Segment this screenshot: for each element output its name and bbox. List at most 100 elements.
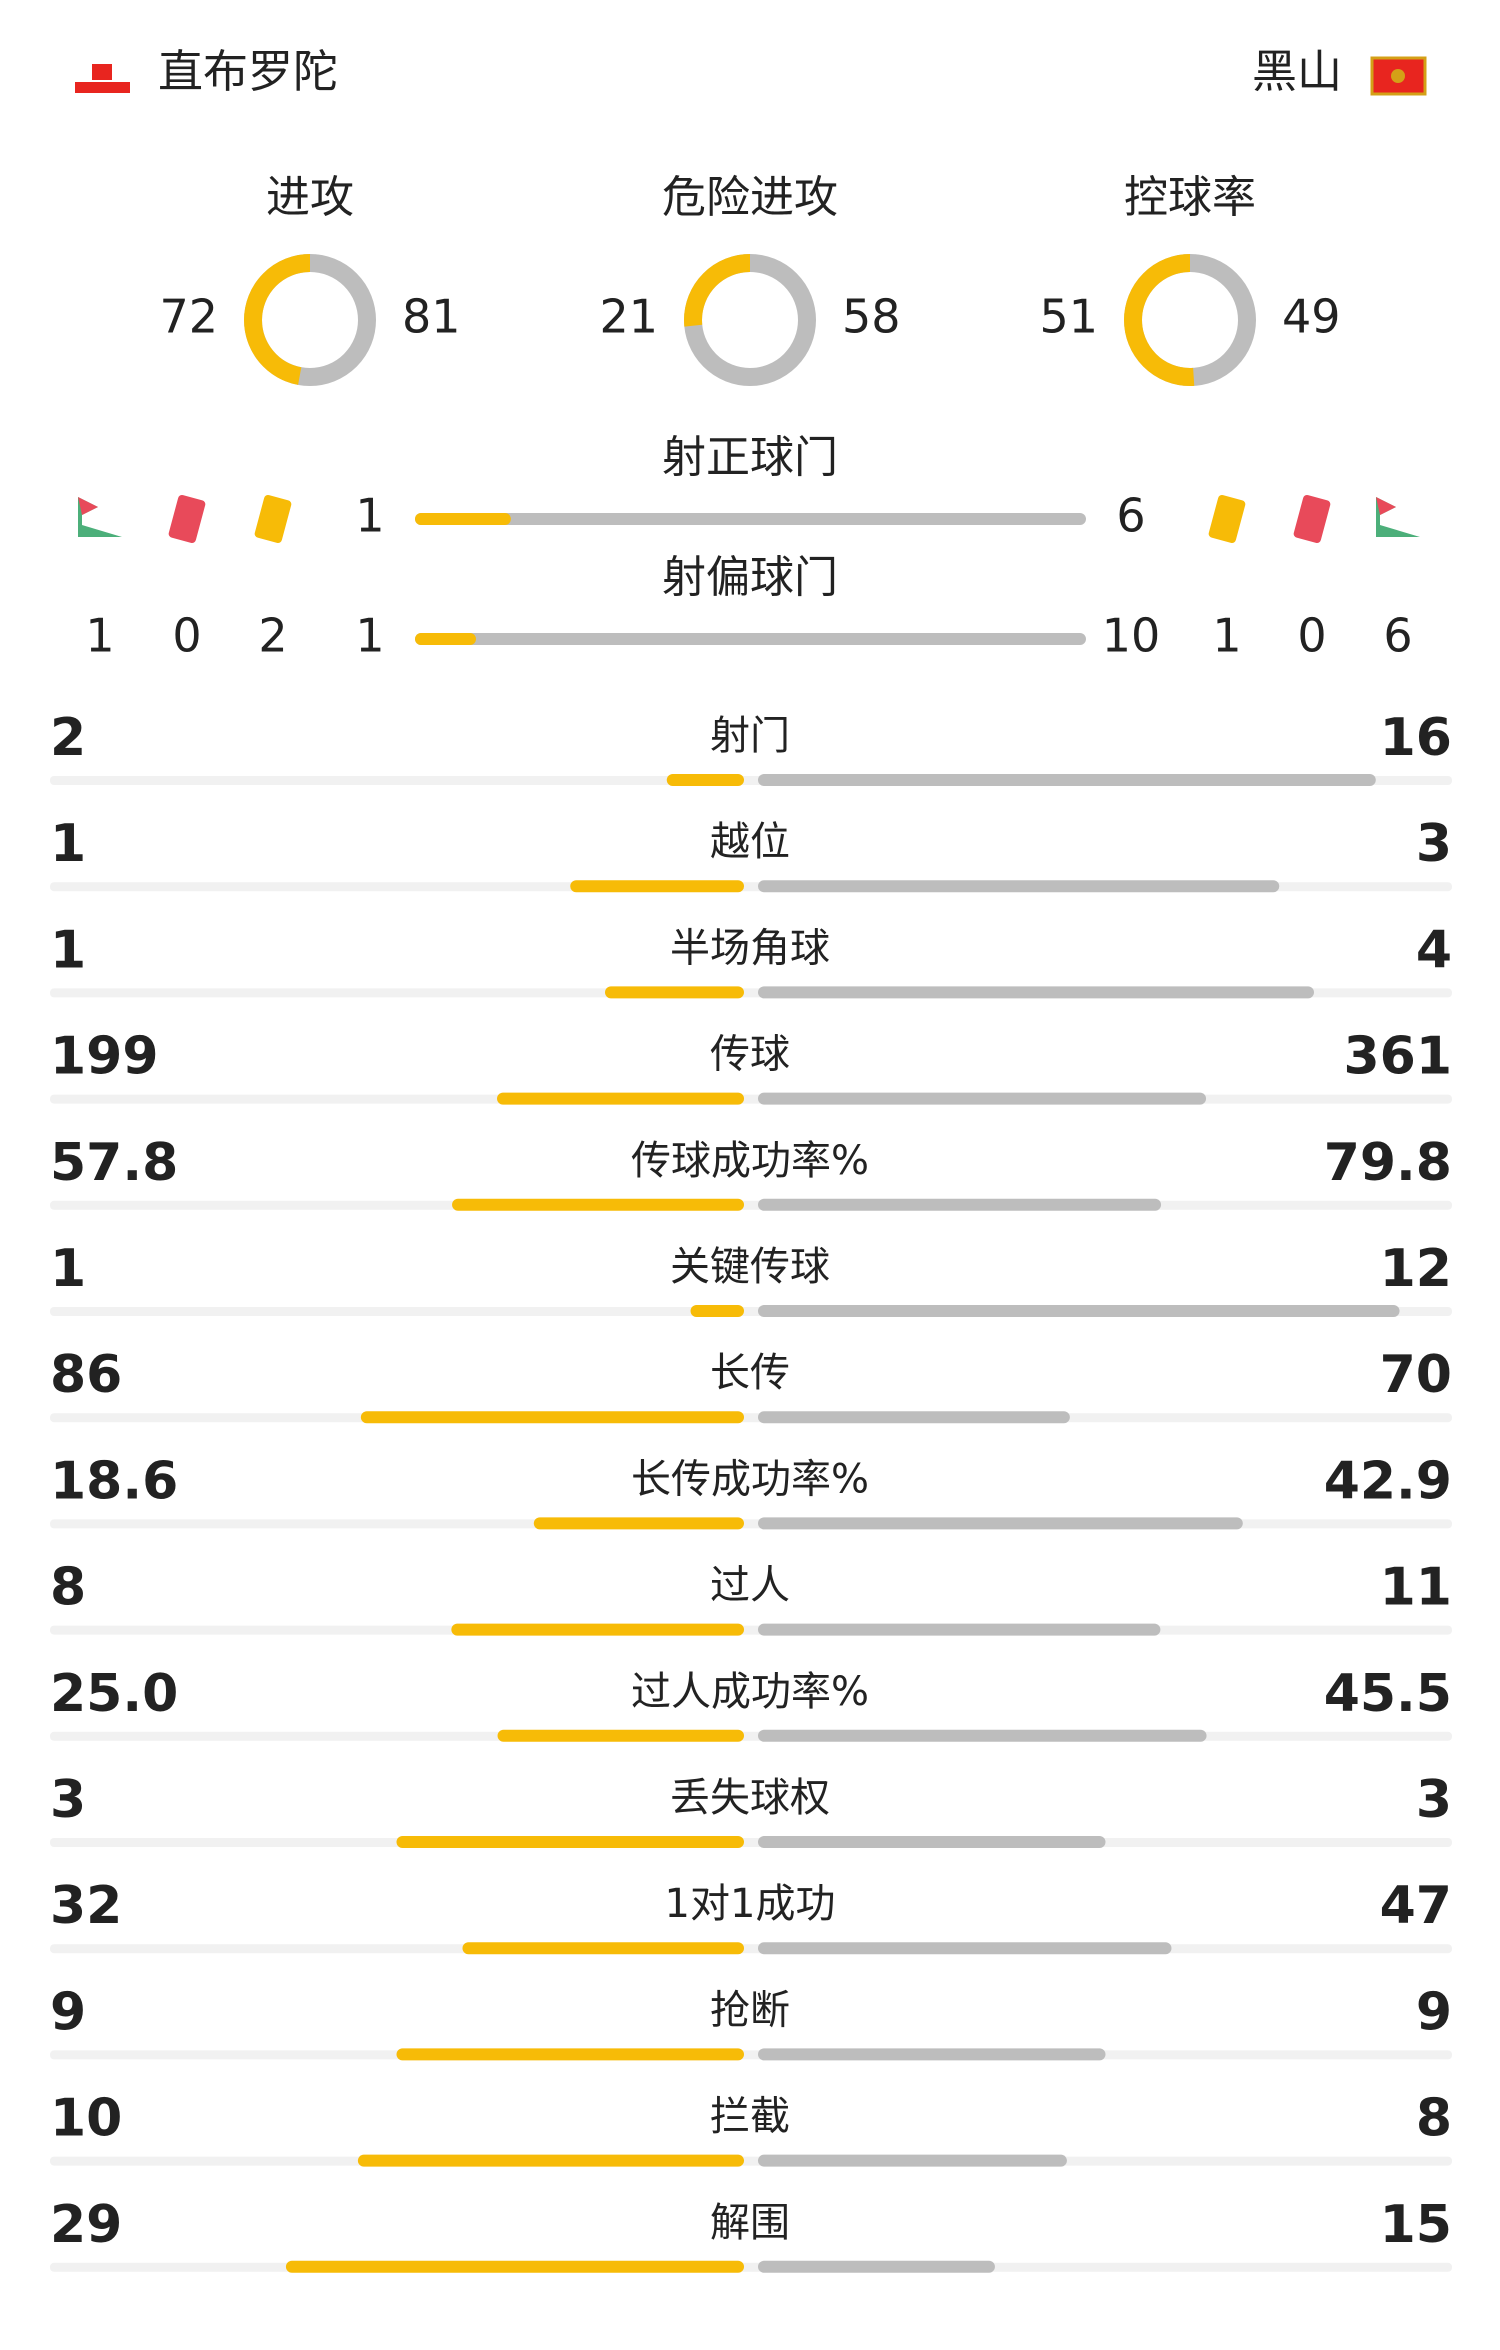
away-bar [758, 2048, 1106, 2061]
home-value: 9 [50, 1982, 86, 2042]
track [50, 1944, 1452, 1954]
away-value: 11 [1380, 1558, 1452, 1618]
away-bar [758, 1623, 1161, 1636]
away-value: 4 [1416, 920, 1452, 980]
stat-label: 丢失球权 [670, 1775, 830, 1821]
away-value: 3 [1416, 1770, 1452, 1830]
red-card-icon [1293, 495, 1331, 543]
away-value: 9 [1416, 1982, 1452, 2042]
track [50, 1200, 1452, 1210]
shot-title: 射正球门 [662, 432, 838, 483]
home-bar [605, 986, 744, 999]
away-bar [758, 986, 1314, 999]
yellow-card-icon [1208, 495, 1246, 543]
home-value: 3 [50, 1770, 86, 1830]
home-flag [75, 60, 130, 93]
donut-title: 进攻 [266, 172, 354, 223]
away-value: 16 [1380, 708, 1452, 768]
away-bar [758, 1836, 1106, 1848]
away-bar [758, 774, 1376, 786]
away-bar [758, 1305, 1400, 1317]
home-bar [462, 1942, 744, 1955]
red-card-icon [168, 495, 206, 543]
home-bar [357, 2154, 744, 2167]
away-bar [758, 1729, 1207, 1742]
home-value: 86 [50, 1345, 122, 1405]
away-yellow: 1 [1212, 609, 1241, 663]
away-bar [758, 2260, 995, 2273]
home-arc [244, 254, 376, 386]
away-value: 12 [1380, 1239, 1452, 1299]
home-bar [452, 1198, 744, 1211]
stat-label: 长传成功率% [631, 1456, 869, 1502]
away-value: 47 [1380, 1876, 1452, 1936]
away-value: 45.5 [1324, 1664, 1452, 1724]
away-value: 70 [1380, 1345, 1452, 1405]
home-value: 21 [599, 290, 658, 344]
home-value: 1 [50, 920, 86, 980]
away-bar [758, 2154, 1067, 2167]
track [50, 2156, 1452, 2166]
home-bar [396, 1836, 744, 1848]
stat-label: 射门 [710, 713, 790, 759]
away-flag [1370, 56, 1427, 96]
home-corners: 1 [85, 609, 114, 663]
track [50, 1413, 1452, 1423]
stat-label: 传球成功率% [631, 1138, 869, 1184]
home-yellow: 2 [258, 609, 287, 663]
away-value: 79.8 [1324, 1133, 1452, 1193]
home-bar [360, 1411, 744, 1424]
home-value: 1 [50, 814, 86, 874]
stat-label: 过人成功率% [631, 1669, 869, 1715]
home-red: 0 [172, 609, 201, 663]
home-bar [415, 633, 476, 645]
away-value: 8 [1416, 2089, 1452, 2149]
stat-label: 1对1成功 [665, 1881, 836, 1927]
corner-flag [1376, 497, 1396, 515]
track [50, 1625, 1452, 1635]
away-bar [758, 1198, 1162, 1211]
away-value: 6 [1116, 489, 1145, 543]
away-value: 42.9 [1324, 1451, 1452, 1511]
track [50, 2050, 1452, 2060]
track [50, 1731, 1452, 1741]
stat-label: 拦截 [710, 2094, 790, 2140]
home-value: 199 [50, 1027, 159, 1087]
away-value: 58 [842, 290, 901, 344]
track [50, 1094, 1452, 1104]
away-corners: 6 [1383, 609, 1412, 663]
stat-label: 传球 [710, 1032, 790, 1078]
home-value: 1 [355, 489, 384, 543]
home-arc [684, 254, 816, 386]
home-value: 25.0 [50, 1664, 178, 1724]
stat-label: 过人 [710, 1563, 790, 1609]
home-value: 8 [50, 1558, 86, 1618]
stat-label: 抢断 [710, 1987, 790, 2033]
track [50, 1838, 1452, 1847]
away-bar [415, 633, 1086, 645]
home-arc [1124, 254, 1256, 386]
away-value: 3 [1416, 814, 1452, 874]
away-red: 0 [1297, 609, 1326, 663]
home-value: 51 [1039, 290, 1098, 344]
home-value: 10 [50, 2089, 122, 2149]
away-bar [758, 1942, 1172, 1955]
away-bar [758, 1517, 1243, 1530]
away-value: 361 [1343, 1027, 1452, 1087]
home-value: 72 [159, 290, 218, 344]
home-value: 57.8 [50, 1133, 178, 1193]
track [50, 2262, 1452, 2272]
home-bar [690, 1305, 744, 1317]
stat-label: 关键传球 [670, 1244, 830, 1290]
stat-label: 长传 [710, 1350, 790, 1396]
home-value: 18.6 [50, 1451, 178, 1511]
home-bar [570, 880, 744, 893]
away-bar [758, 880, 1280, 893]
stat-label: 越位 [710, 819, 790, 865]
home-bar [415, 513, 511, 525]
shot-title: 射偏球门 [662, 552, 838, 603]
home-bar [451, 1623, 744, 1636]
yellow-card-icon [254, 495, 292, 543]
home-bar [396, 2048, 744, 2061]
